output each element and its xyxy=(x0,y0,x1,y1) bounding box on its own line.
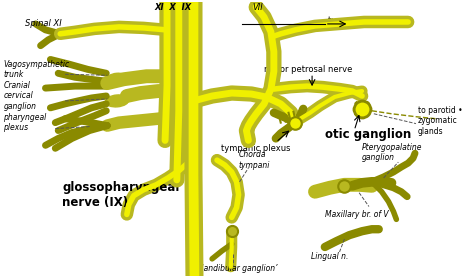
Ellipse shape xyxy=(105,95,129,107)
Text: Cranial
cervical
ganglion: Cranial cervical ganglion xyxy=(3,81,36,111)
Ellipse shape xyxy=(106,73,128,85)
Text: to parotid •
zygomatic
glands: to parotid • zygomatic glands xyxy=(418,106,463,135)
Text: XI  X  IX: XI X IX xyxy=(154,3,191,12)
Text: Pterygopalatine
ganglion: Pterygopalatine ganglion xyxy=(362,143,422,162)
Text: VII: VII xyxy=(253,3,264,12)
Text: Mandibular ganglion’: Mandibular ganglion’ xyxy=(197,264,278,273)
Text: pharyngeal
plexus: pharyngeal plexus xyxy=(3,113,46,132)
Text: tympanic plexus: tympanic plexus xyxy=(221,144,291,153)
Text: Lingual n.: Lingual n. xyxy=(311,252,348,261)
Text: otic ganglion: otic ganglion xyxy=(325,128,411,141)
Text: tympanic nerve: tympanic nerve xyxy=(328,16,394,25)
Text: glossopharyngeal
nerve (IX): glossopharyngeal nerve (IX) xyxy=(62,181,180,209)
Text: Maxillary br. of V: Maxillary br. of V xyxy=(325,210,389,219)
Text: Vagosympathetic
trunk: Vagosympathetic trunk xyxy=(3,60,70,79)
Text: Spinal XI: Spinal XI xyxy=(26,19,62,29)
Text: minor petrosal nerve: minor petrosal nerve xyxy=(264,65,353,74)
Text: Chorda
tympani: Chorda tympani xyxy=(238,150,270,170)
